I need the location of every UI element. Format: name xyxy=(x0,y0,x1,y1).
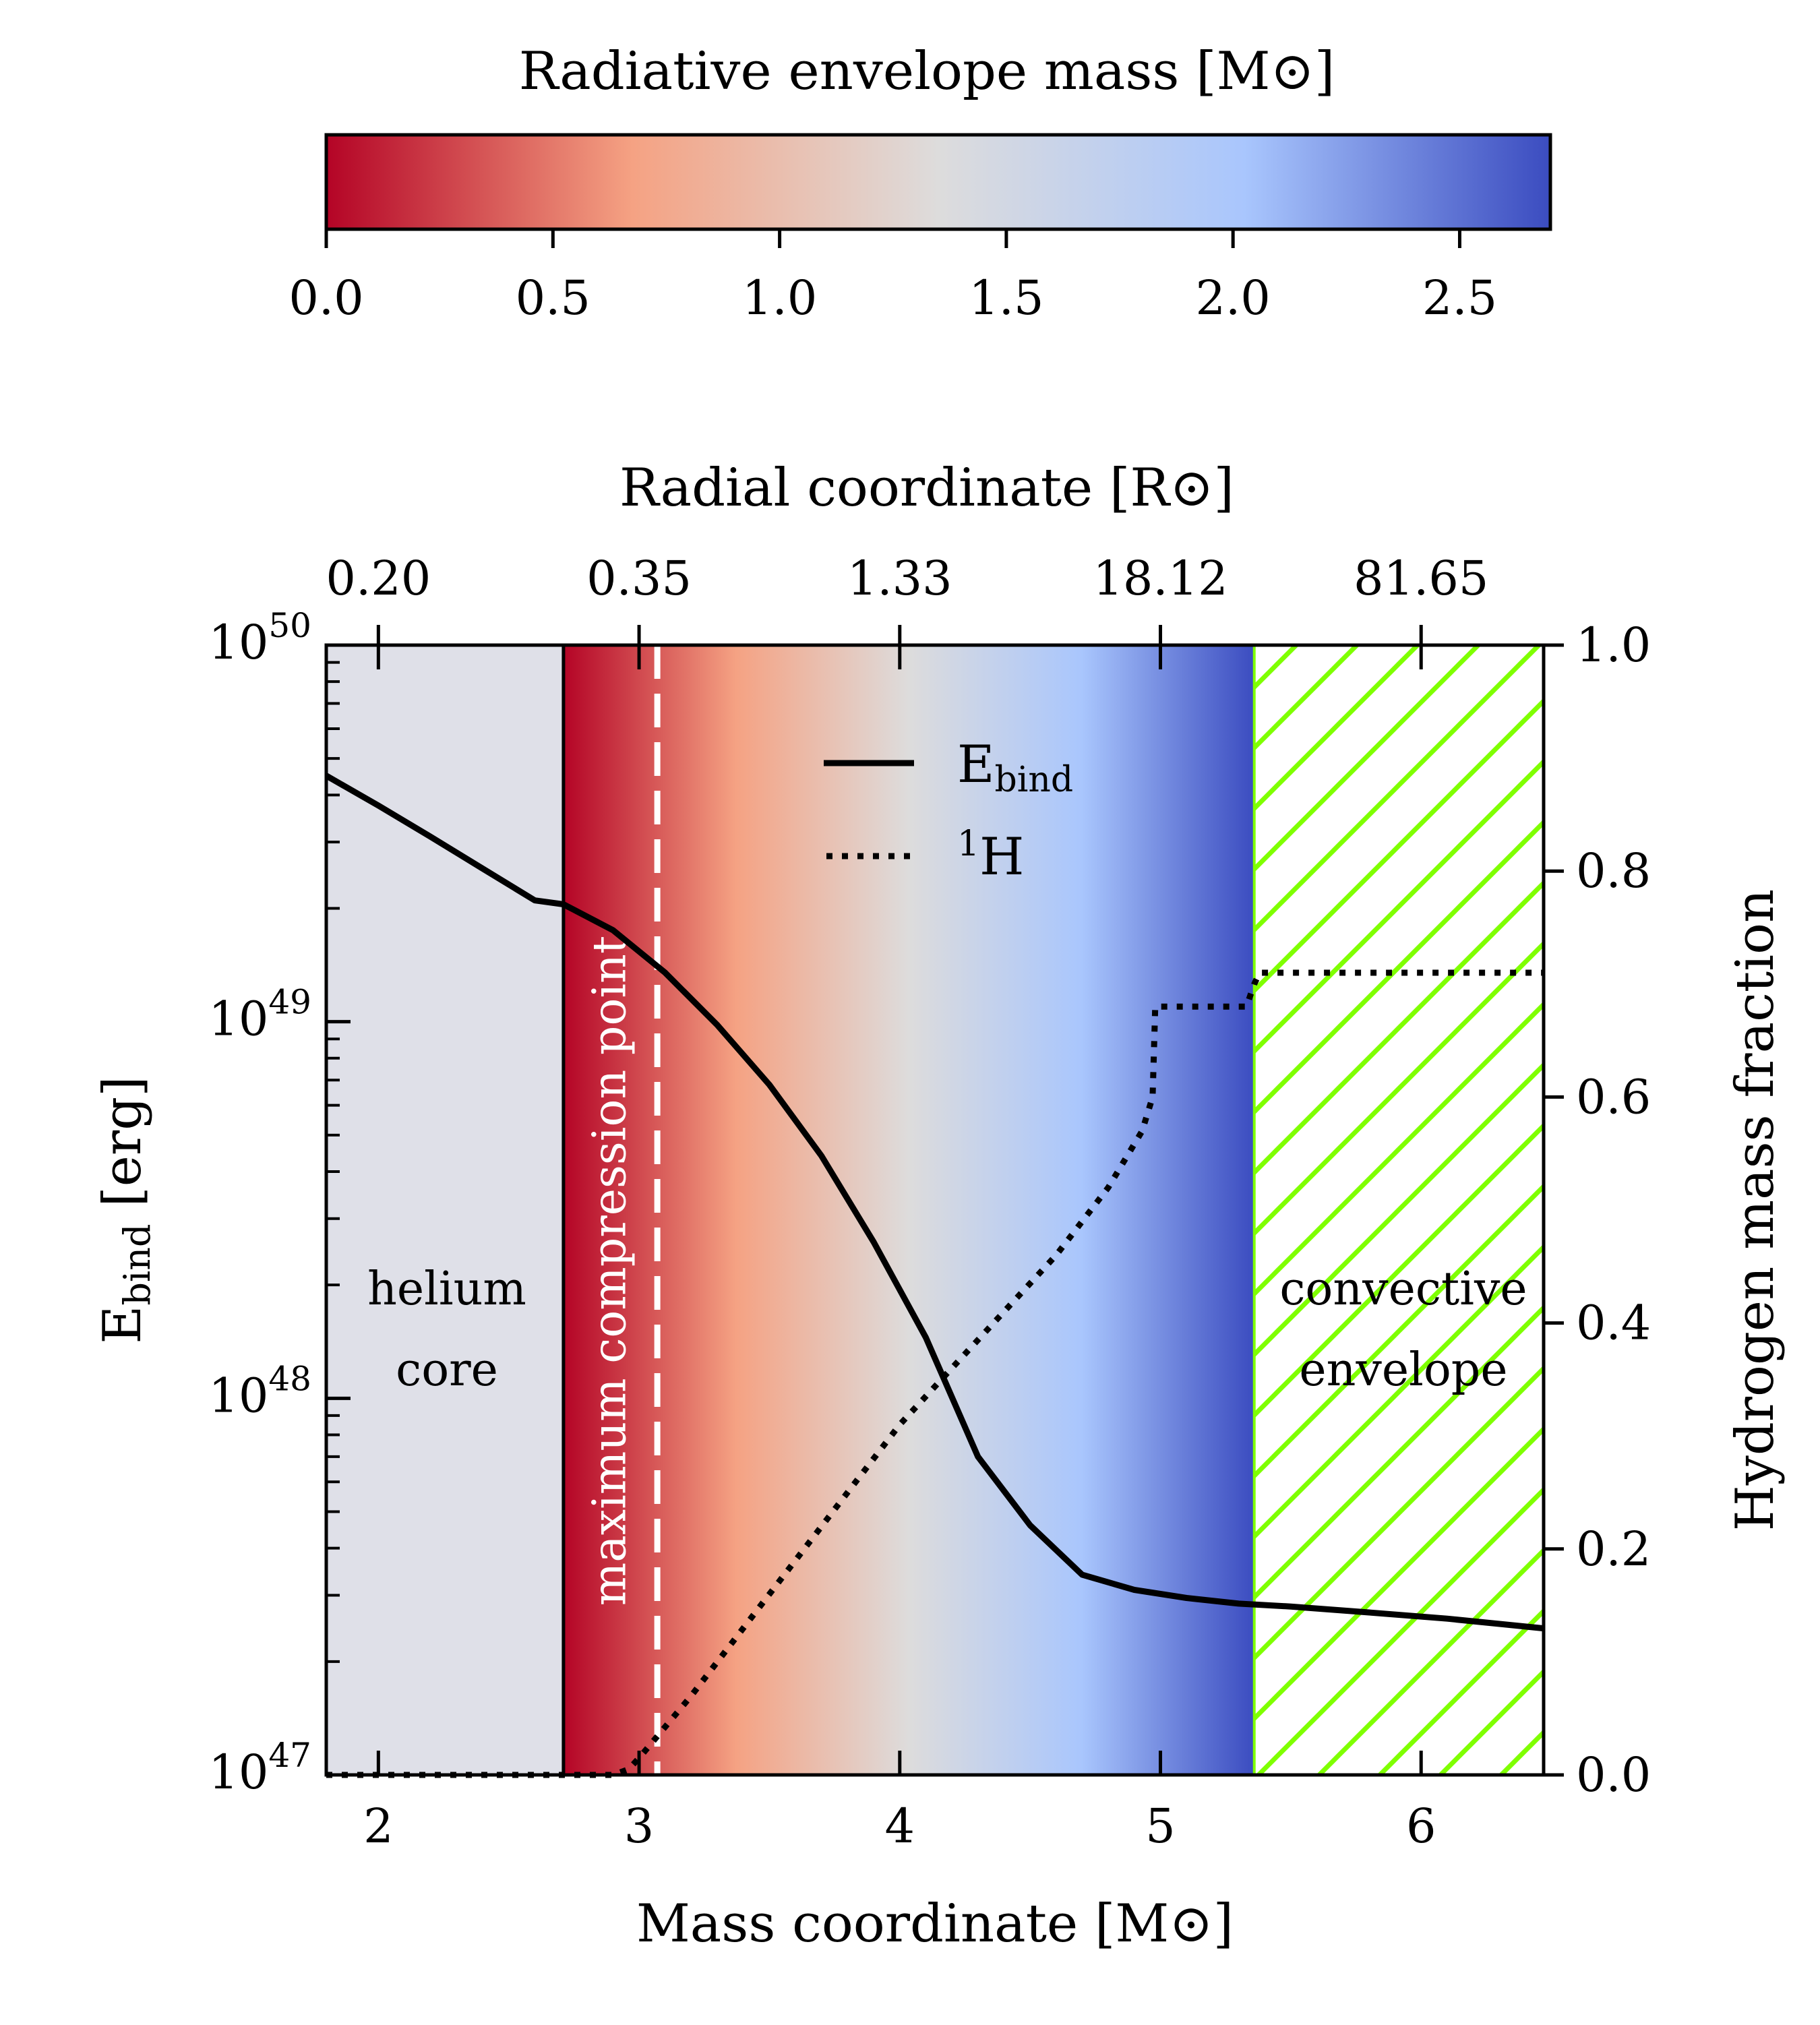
y-left-tick-label: 1050 xyxy=(208,606,311,670)
legend-ebind-label: Ebind xyxy=(957,734,1073,800)
helium-core-region xyxy=(326,645,564,1775)
colorbar-tick-label: 2.5 xyxy=(1422,270,1497,326)
colorbar-tick-label: 0.0 xyxy=(289,270,363,326)
colorbar-tick-label: 0.5 xyxy=(516,270,590,326)
convective-envelope-label-line2: envelope xyxy=(1299,1343,1507,1397)
convective-envelope-region xyxy=(1254,645,1544,1775)
y-right-tick-label: 1.0 xyxy=(1576,617,1651,673)
x-tick-label: 6 xyxy=(1406,1799,1436,1854)
x-tick-label: 4 xyxy=(885,1799,915,1854)
top-tick-label: 1.33 xyxy=(847,551,952,606)
colorbar-gradient xyxy=(324,133,1552,231)
x-tick-label: 2 xyxy=(363,1799,394,1854)
y-left-tick-label: 1049 xyxy=(208,983,311,1047)
radiative-envelope-region xyxy=(563,645,1254,1775)
y-left-tick-label: 1048 xyxy=(208,1359,311,1423)
helium-core-label-line2: core xyxy=(396,1343,498,1397)
y-right-tick-label: 0.6 xyxy=(1576,1069,1651,1124)
y-right-tick-label: 0.8 xyxy=(1576,843,1651,899)
colorbar-title: Radiative envelope mass [M⊙] xyxy=(519,41,1335,102)
plot-area: maximum compression point helium core co… xyxy=(208,551,1651,1854)
colorbar: Radiative envelope mass [M⊙] 0.0 0.5 1.0 1.… xyxy=(289,41,1552,326)
colorbar-ticks: 0.0 0.5 1.0 1.5 2.0 2.5 xyxy=(289,229,1497,326)
axis-ticks: 2 3 4 5 6 0.20 0.35 1.33 18.12 81.65 1047 1048 1049 1… xyxy=(208,551,1651,1854)
convective-envelope-label-line1: convective xyxy=(1279,1263,1527,1316)
legend: Ebind 1H xyxy=(824,734,1073,886)
ebind-line xyxy=(324,773,1544,1632)
x-axis-title: Mass coordinate [M⊙] xyxy=(636,1894,1234,1954)
colorbar-tick-label: 2.0 xyxy=(1196,270,1271,326)
y-right-tick-label: 0.0 xyxy=(1576,1747,1651,1803)
top-tick-label: 81.65 xyxy=(1354,551,1488,606)
x-tick-label: 5 xyxy=(1145,1799,1176,1854)
colorbar-tick-label: 1.0 xyxy=(742,270,817,326)
x-tick-label: 3 xyxy=(624,1799,655,1854)
y-left-axis-title: Ebind [erg] xyxy=(92,1076,158,1343)
y-right-tick-label: 0.2 xyxy=(1576,1521,1651,1577)
y-right-axis-title: Hydrogen mass fraction xyxy=(1725,889,1786,1532)
top-tick-label: 0.20 xyxy=(326,551,431,606)
y-right-tick-label: 0.4 xyxy=(1576,1296,1651,1351)
y-left-tick-label: 1047 xyxy=(208,1736,311,1800)
colorbar-tick-label: 1.5 xyxy=(969,270,1043,326)
top-tick-label: 0.35 xyxy=(586,551,692,606)
helium-core-label-line1: helium xyxy=(367,1263,526,1316)
top-axis-title: Radial coordinate [R⊙] xyxy=(619,458,1234,518)
plot-frame xyxy=(324,643,1546,1777)
legend-h1-label: 1H xyxy=(957,824,1024,886)
hydrogen-fraction-line xyxy=(326,969,1544,1778)
max-compression-label: maximum compression point xyxy=(584,936,637,1606)
top-tick-label: 18.12 xyxy=(1093,551,1227,606)
